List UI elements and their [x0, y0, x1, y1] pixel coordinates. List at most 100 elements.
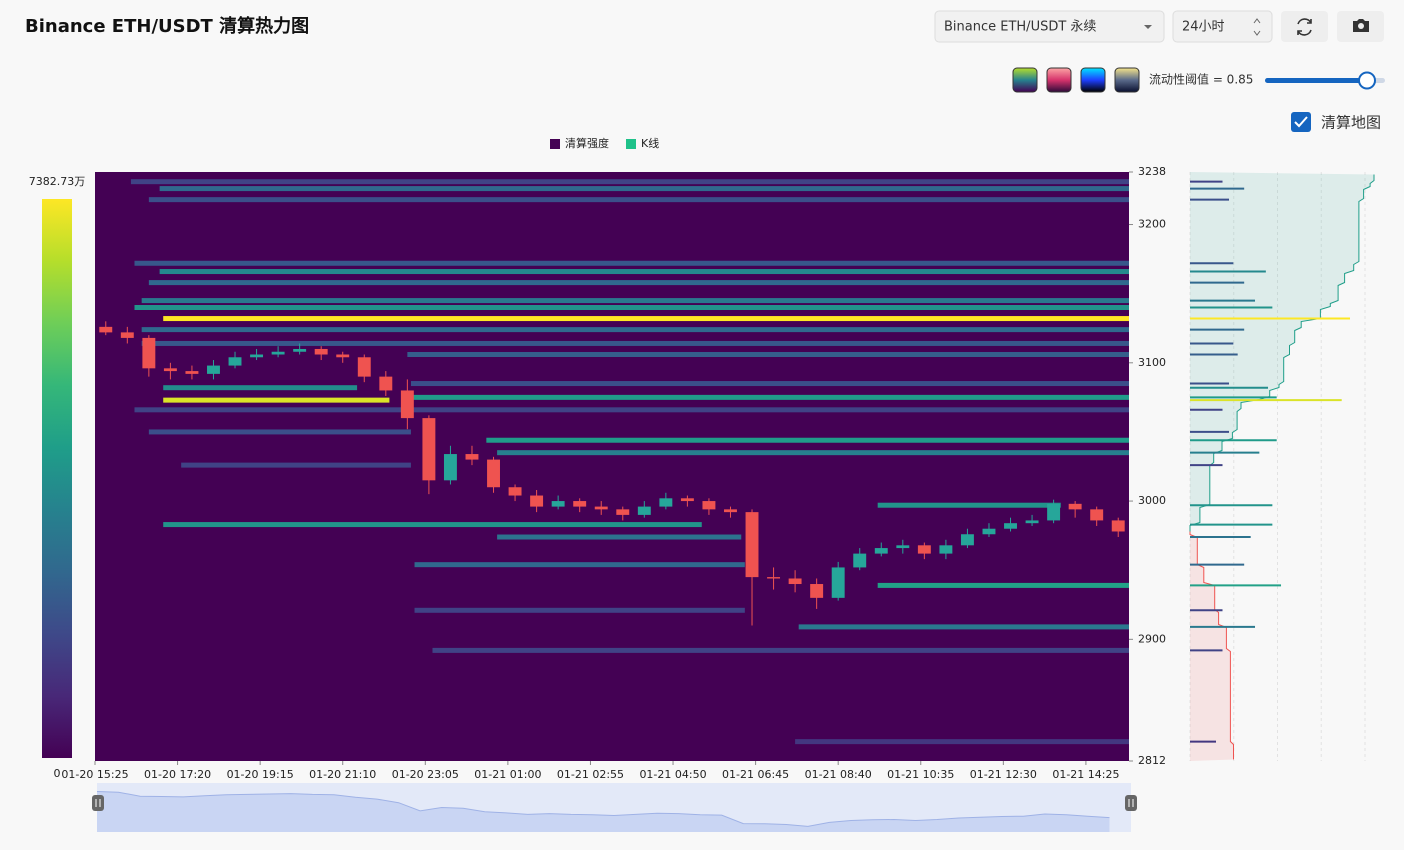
- palette-blue[interactable]: [1080, 67, 1106, 93]
- legend-label: 清算强度: [565, 136, 609, 150]
- zoom-handle[interactable]: [1125, 795, 1137, 811]
- refresh-button[interactable]: [1281, 11, 1328, 42]
- map-checkbox[interactable]: 清算地图: [1291, 112, 1381, 132]
- candle-body: [810, 584, 824, 598]
- heat-level: [134, 304, 1130, 310]
- candle-body: [745, 512, 759, 578]
- y-tick-label: 3100: [1138, 356, 1166, 369]
- heat-level: [877, 582, 1129, 588]
- x-tick-label: 01-21 04:50: [639, 768, 706, 781]
- palette-magma[interactable]: [1046, 67, 1072, 93]
- colorbar: [42, 199, 72, 758]
- slider-knob: [1358, 71, 1376, 90]
- candle-body: [163, 368, 177, 372]
- heat-level: [141, 340, 1130, 346]
- candle-body: [185, 371, 199, 374]
- candle-body: [142, 337, 156, 369]
- period-select[interactable]: 24小时: [1172, 10, 1273, 43]
- candle-body: [1025, 520, 1039, 524]
- heat-level: [159, 269, 1129, 275]
- cumulative-long-area: [1190, 531, 1234, 761]
- x-tick-label: 01-20 17:20: [144, 768, 211, 781]
- candle-body: [336, 354, 350, 358]
- heat-level: [795, 739, 1129, 745]
- market-select-label: Binance ETH/USDT 永续: [944, 20, 1096, 35]
- palette-cividis[interactable]: [1114, 67, 1140, 93]
- market-select[interactable]: Binance ETH/USDT 永续: [934, 10, 1165, 43]
- candle-body: [443, 454, 457, 481]
- heat-level: [141, 327, 1130, 333]
- x-tick-label: 01-20 21:10: [309, 768, 376, 781]
- x-tick-label: 01-20 19:15: [227, 768, 294, 781]
- candle-body: [982, 528, 996, 535]
- y-tick-label: 3000: [1138, 494, 1166, 507]
- candle-body: [487, 459, 500, 488]
- period-select-label: 24小时: [1182, 20, 1225, 35]
- heat-level: [163, 385, 358, 391]
- candle-body: [637, 506, 651, 515]
- candle-body: [573, 501, 587, 507]
- candle-body: [357, 357, 371, 377]
- heat-level: [414, 562, 745, 568]
- cumulative-short-area: [1190, 172, 1374, 532]
- candle-body: [207, 365, 220, 374]
- candle-body: [616, 509, 630, 515]
- palette-viridis[interactable]: [1012, 67, 1038, 93]
- heat-level: [163, 316, 1129, 322]
- candle-body: [250, 354, 264, 358]
- heat-level: [141, 298, 1130, 304]
- candle-body: [508, 487, 522, 496]
- heat-level: [148, 429, 411, 435]
- threshold-slider[interactable]: [1265, 71, 1385, 90]
- candle-body: [465, 454, 479, 460]
- candle-body: [874, 548, 888, 554]
- candle-body: [917, 545, 931, 554]
- page-title: Binance ETH/USDT 清算热力图: [25, 15, 309, 37]
- zoom-line: [96, 791, 1110, 827]
- heat-level: [497, 450, 1130, 456]
- candle-body: [1111, 520, 1125, 532]
- candle-body: [99, 326, 113, 333]
- threshold-label: 流动性阈值 = 0.85: [1149, 72, 1253, 87]
- screenshot-button[interactable]: [1337, 11, 1384, 42]
- heat-level: [130, 179, 1129, 185]
- candle-body: [767, 577, 781, 579]
- x-tick-label: 01-21 02:55: [557, 768, 624, 781]
- heat-level: [181, 462, 411, 468]
- x-tick-label: 01-20 23:05: [392, 768, 459, 781]
- candle-body: [702, 501, 716, 510]
- heat-level: [407, 352, 1130, 358]
- candle-body: [271, 351, 285, 355]
- candle-body: [1090, 509, 1104, 521]
- candle-body: [960, 534, 974, 546]
- zoom-handle-grip: [95, 799, 101, 807]
- candle-body: [422, 418, 436, 481]
- zoom-area: [97, 791, 1110, 832]
- candle-body: [853, 553, 867, 568]
- x-tick-label: 01-21 01:00: [474, 768, 541, 781]
- heat-level: [134, 407, 1130, 413]
- heat-level: [163, 522, 702, 528]
- candle-body: [659, 498, 673, 507]
- legend-label: K线: [641, 136, 659, 150]
- x-tick-label: 01-21 14:25: [1052, 768, 1119, 781]
- zoom-handle[interactable]: [92, 795, 104, 811]
- candle-body: [314, 348, 328, 355]
- y-tick-label: 3238: [1138, 165, 1166, 178]
- candle-body: [1004, 523, 1017, 529]
- candle-body: [293, 348, 307, 352]
- y-tick-label: 3200: [1138, 218, 1166, 231]
- x-tick-label: 01-21 08:40: [805, 768, 872, 781]
- heat-level: [410, 394, 1129, 400]
- candle-body: [680, 498, 694, 502]
- candle-body: [788, 578, 802, 585]
- x-tick-label: 01-21 06:45: [722, 768, 789, 781]
- checkbox-label: 清算地图: [1321, 114, 1381, 132]
- candle-body: [1047, 503, 1061, 521]
- legend-swatch: [550, 139, 560, 149]
- x-tick-label: 01-20 15:25: [61, 768, 128, 781]
- candle-body: [896, 545, 910, 549]
- cumulative-long-line: [1189, 531, 1234, 760]
